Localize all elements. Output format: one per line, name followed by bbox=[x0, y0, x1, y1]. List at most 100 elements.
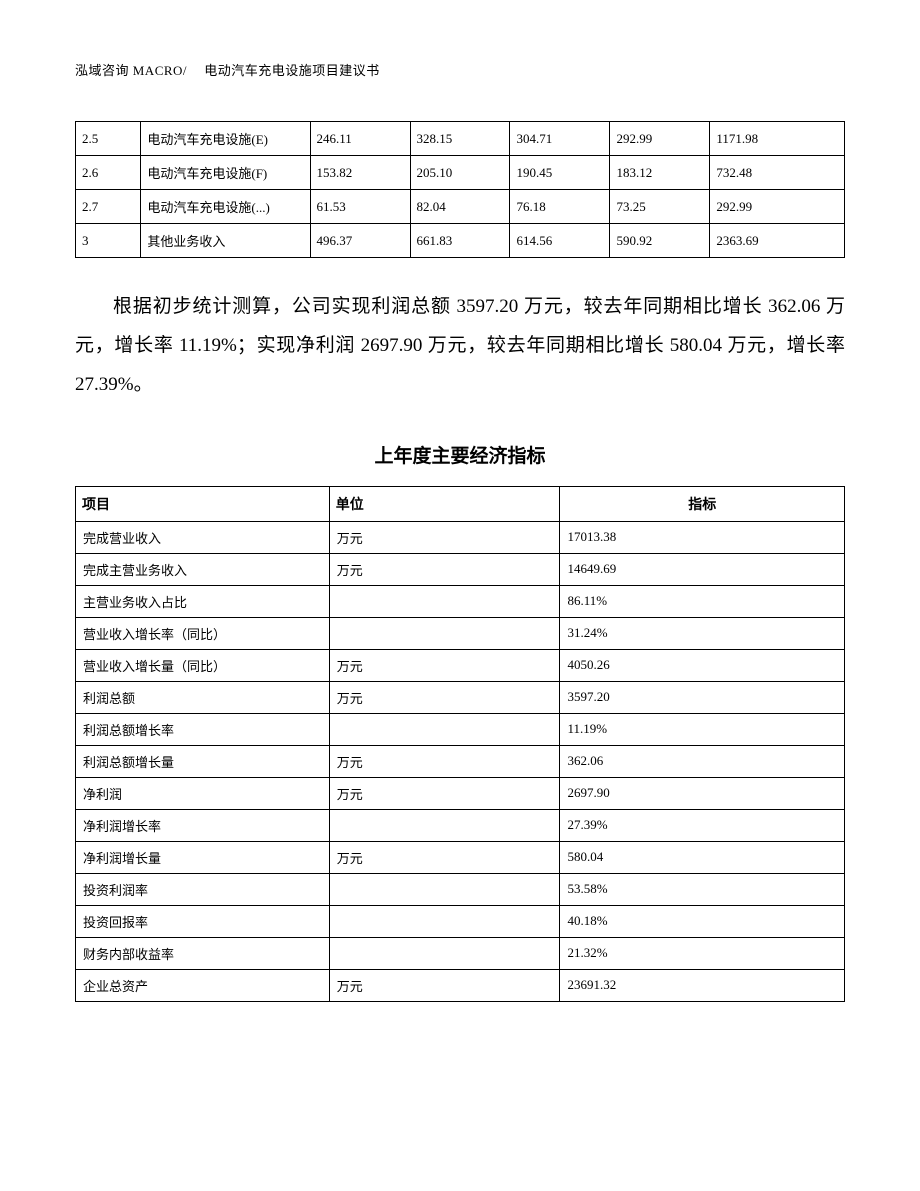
cell bbox=[329, 585, 560, 617]
cell: 76.18 bbox=[510, 190, 610, 224]
cell: 304.71 bbox=[510, 122, 610, 156]
cell: 292.99 bbox=[710, 190, 845, 224]
header-cell: 指标 bbox=[560, 486, 845, 521]
cell: 362.06 bbox=[560, 745, 845, 777]
cell: 财务内部收益率 bbox=[76, 937, 330, 969]
table-row: 主营业务收入占比 86.11% bbox=[76, 585, 845, 617]
cell bbox=[329, 713, 560, 745]
cell: 万元 bbox=[329, 521, 560, 553]
cell: 17013.38 bbox=[560, 521, 845, 553]
cell: 73.25 bbox=[610, 190, 710, 224]
table-row: 完成营业收入 万元 17013.38 bbox=[76, 521, 845, 553]
table-row: 净利润 万元 2697.90 bbox=[76, 777, 845, 809]
cell bbox=[329, 617, 560, 649]
cell: 电动汽车充电设施(E) bbox=[141, 122, 310, 156]
cell: 利润总额 bbox=[76, 681, 330, 713]
cell: 万元 bbox=[329, 969, 560, 1001]
table-row: 利润总额增长量 万元 362.06 bbox=[76, 745, 845, 777]
table-row: 企业总资产 万元 23691.32 bbox=[76, 969, 845, 1001]
cell: 53.58% bbox=[560, 873, 845, 905]
summary-paragraph: 根据初步统计测算，公司实现利润总额 3597.20 万元，较去年同期相比增长 3… bbox=[75, 288, 845, 405]
cell: 21.32% bbox=[560, 937, 845, 969]
table-row: 3 其他业务收入 496.37 661.83 614.56 590.92 236… bbox=[76, 224, 845, 258]
table-row: 利润总额 万元 3597.20 bbox=[76, 681, 845, 713]
cell: 2363.69 bbox=[710, 224, 845, 258]
cell: 2.5 bbox=[76, 122, 141, 156]
cell: 电动汽车充电设施(F) bbox=[141, 156, 310, 190]
cell bbox=[329, 905, 560, 937]
cell: 利润总额增长量 bbox=[76, 745, 330, 777]
cell: 2.6 bbox=[76, 156, 141, 190]
cell: 496.37 bbox=[310, 224, 410, 258]
indicators-table-body: 完成营业收入 万元 17013.38 完成主营业务收入 万元 14649.69 … bbox=[76, 521, 845, 1001]
header-cell: 单位 bbox=[329, 486, 560, 521]
cell: 82.04 bbox=[410, 190, 510, 224]
cell: 11.19% bbox=[560, 713, 845, 745]
table-row: 净利润增长量 万元 580.04 bbox=[76, 841, 845, 873]
table-row: 净利润增长率 27.39% bbox=[76, 809, 845, 841]
cell: 万元 bbox=[329, 745, 560, 777]
table-row: 投资回报率 40.18% bbox=[76, 905, 845, 937]
cell: 万元 bbox=[329, 649, 560, 681]
cell: 万元 bbox=[329, 681, 560, 713]
table-row: 2.7 电动汽车充电设施(...) 61.53 82.04 76.18 73.2… bbox=[76, 190, 845, 224]
cell: 净利润增长量 bbox=[76, 841, 330, 873]
cell: 590.92 bbox=[610, 224, 710, 258]
revenue-table: 2.5 电动汽车充电设施(E) 246.11 328.15 304.71 292… bbox=[75, 121, 845, 258]
header-cell: 项目 bbox=[76, 486, 330, 521]
cell: 营业收入增长量（同比） bbox=[76, 649, 330, 681]
cell: 246.11 bbox=[310, 122, 410, 156]
table-row: 利润总额增长率 11.19% bbox=[76, 713, 845, 745]
cell: 净利润 bbox=[76, 777, 330, 809]
cell: 183.12 bbox=[610, 156, 710, 190]
cell: 2.7 bbox=[76, 190, 141, 224]
cell: 14649.69 bbox=[560, 553, 845, 585]
cell: 其他业务收入 bbox=[141, 224, 310, 258]
table-row: 财务内部收益率 21.32% bbox=[76, 937, 845, 969]
cell: 580.04 bbox=[560, 841, 845, 873]
cell: 23691.32 bbox=[560, 969, 845, 1001]
cell: 4050.26 bbox=[560, 649, 845, 681]
cell bbox=[329, 937, 560, 969]
cell: 3 bbox=[76, 224, 141, 258]
cell: 190.45 bbox=[510, 156, 610, 190]
cell: 86.11% bbox=[560, 585, 845, 617]
cell: 27.39% bbox=[560, 809, 845, 841]
cell: 企业总资产 bbox=[76, 969, 330, 1001]
cell: 主营业务收入占比 bbox=[76, 585, 330, 617]
cell: 净利润增长率 bbox=[76, 809, 330, 841]
cell: 1171.98 bbox=[710, 122, 845, 156]
cell: 万元 bbox=[329, 553, 560, 585]
table-row: 投资利润率 53.58% bbox=[76, 873, 845, 905]
cell: 153.82 bbox=[310, 156, 410, 190]
cell bbox=[329, 809, 560, 841]
cell: 61.53 bbox=[310, 190, 410, 224]
table-row: 营业收入增长量（同比） 万元 4050.26 bbox=[76, 649, 845, 681]
cell: 投资利润率 bbox=[76, 873, 330, 905]
cell: 732.48 bbox=[710, 156, 845, 190]
table-row: 2.6 电动汽车充电设施(F) 153.82 205.10 190.45 183… bbox=[76, 156, 845, 190]
table-row: 完成主营业务收入 万元 14649.69 bbox=[76, 553, 845, 585]
cell: 投资回报率 bbox=[76, 905, 330, 937]
table-row: 2.5 电动汽车充电设施(E) 246.11 328.15 304.71 292… bbox=[76, 122, 845, 156]
cell: 292.99 bbox=[610, 122, 710, 156]
cell: 利润总额增长率 bbox=[76, 713, 330, 745]
table-header-row: 项目 单位 指标 bbox=[76, 486, 845, 521]
cell: 40.18% bbox=[560, 905, 845, 937]
page-header: 泓域咨询 MACRO/ 电动汽车充电设施项目建议书 bbox=[75, 60, 845, 79]
indicators-table: 项目 单位 指标 完成营业收入 万元 17013.38 完成主营业务收入 万元 … bbox=[75, 486, 845, 1002]
cell: 完成主营业务收入 bbox=[76, 553, 330, 585]
cell: 31.24% bbox=[560, 617, 845, 649]
cell: 3597.20 bbox=[560, 681, 845, 713]
cell: 328.15 bbox=[410, 122, 510, 156]
cell: 万元 bbox=[329, 777, 560, 809]
cell: 万元 bbox=[329, 841, 560, 873]
cell: 电动汽车充电设施(...) bbox=[141, 190, 310, 224]
cell: 205.10 bbox=[410, 156, 510, 190]
section-title: 上年度主要经济指标 bbox=[75, 441, 845, 468]
table-row: 营业收入增长率（同比） 31.24% bbox=[76, 617, 845, 649]
revenue-table-body: 2.5 电动汽车充电设施(E) 246.11 328.15 304.71 292… bbox=[76, 122, 845, 258]
cell: 完成营业收入 bbox=[76, 521, 330, 553]
cell: 2697.90 bbox=[560, 777, 845, 809]
cell bbox=[329, 873, 560, 905]
